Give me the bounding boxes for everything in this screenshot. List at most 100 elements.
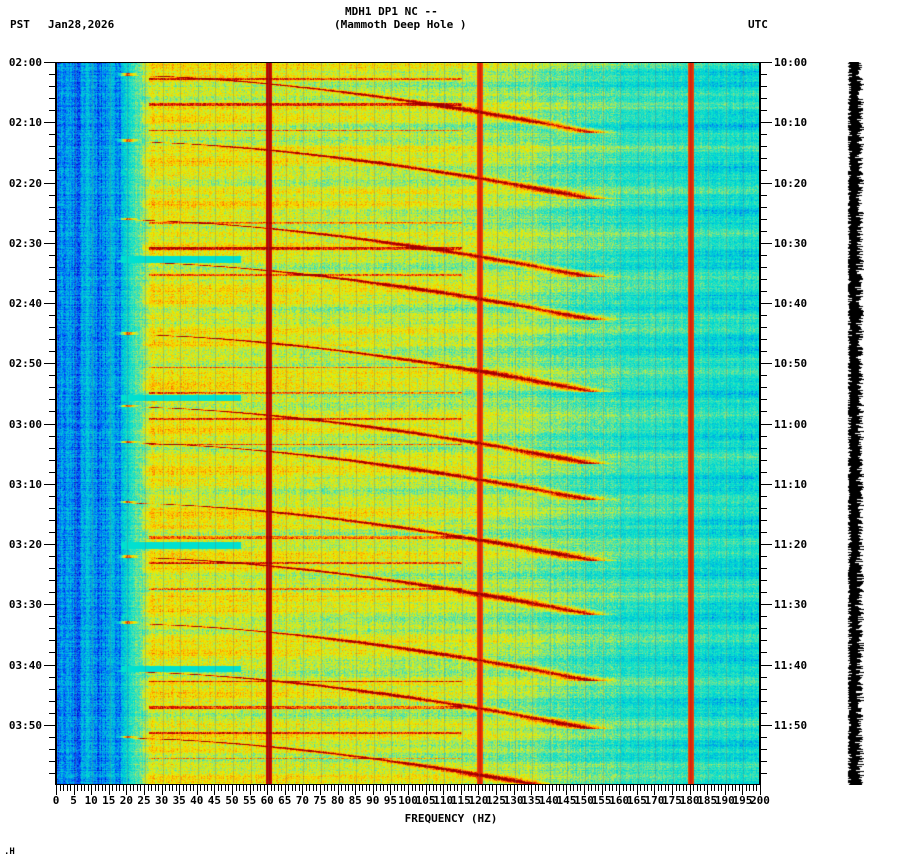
- axis-tick-minor: [306, 785, 307, 791]
- axis-tick-minor: [67, 785, 68, 791]
- axis-tick-minor: [193, 785, 194, 791]
- axis-tick-major: [44, 483, 56, 485]
- axis-tick-major: [44, 62, 56, 63]
- axis-tick-minor: [626, 785, 627, 791]
- tick-label-pst: 02:30: [8, 236, 42, 250]
- axis-tick-minor: [690, 785, 691, 795]
- axis-tick-minor: [528, 785, 529, 791]
- axis-tick-minor: [760, 519, 767, 521]
- tick-label-frequency: 35: [172, 794, 186, 807]
- x-axis-title: FREQUENCY (HZ): [404, 812, 498, 825]
- tick-label-frequency: 175: [662, 794, 682, 807]
- tick-label-frequency: 145: [556, 794, 577, 807]
- axis-tick-minor: [211, 785, 212, 791]
- axis-tick-minor: [471, 785, 472, 791]
- axis-tick-minor: [570, 785, 571, 791]
- tick-label-frequency: 25: [137, 794, 151, 807]
- axis-tick-minor: [49, 519, 56, 521]
- axis-tick-minor: [49, 712, 56, 714]
- axis-tick-minor: [320, 785, 321, 795]
- axis-tick-minor: [489, 785, 490, 791]
- tick-label-frequency: 140: [538, 794, 559, 807]
- axis-tick-minor: [102, 785, 103, 791]
- axis-tick-minor: [359, 785, 360, 791]
- axis-tick-minor: [236, 785, 237, 791]
- axis-tick-minor: [179, 785, 180, 795]
- tick-label-utc: 11:50: [774, 718, 808, 732]
- axis-tick-minor: [49, 531, 56, 533]
- axis-tick-minor: [49, 568, 56, 570]
- axis-tick-minor: [155, 785, 156, 791]
- axis-tick-minor: [760, 86, 767, 88]
- axis-tick-minor: [573, 785, 574, 791]
- axis-tick-minor: [753, 785, 754, 791]
- axis-tick-minor: [49, 700, 56, 702]
- tick-label-frequency: 200: [750, 794, 770, 807]
- axis-spine: [760, 62, 761, 785]
- axis-tick-minor: [433, 785, 434, 791]
- axis-tick-minor: [468, 785, 469, 791]
- axis-tick-minor: [130, 785, 131, 791]
- axis-tick-minor: [338, 785, 339, 795]
- axis-tick-minor: [605, 785, 606, 791]
- tick-label-pst: 02:10: [8, 116, 42, 130]
- axis-tick-minor: [760, 772, 767, 774]
- axis-tick-minor: [443, 785, 444, 795]
- axis-tick-minor: [394, 785, 395, 791]
- axis-tick-minor: [183, 785, 184, 791]
- tick-label-frequency: 160: [609, 794, 630, 807]
- axis-tick-minor: [285, 785, 286, 795]
- axis-tick-minor: [158, 785, 159, 791]
- axis-tick-minor: [49, 556, 56, 558]
- tick-label-pst: 02:00: [8, 56, 42, 69]
- axis-tick-minor: [112, 785, 113, 791]
- axis-tick-minor: [49, 435, 56, 437]
- axis-tick-minor: [292, 785, 293, 791]
- tick-label-frequency: 20: [119, 794, 134, 807]
- axis-tick-minor: [514, 785, 515, 795]
- axis-tick-minor: [119, 785, 120, 791]
- axis-tick-minor: [760, 495, 767, 497]
- tick-label-frequency: 90: [366, 794, 380, 807]
- axis-tick-minor: [341, 785, 342, 791]
- axis-tick-major: [760, 62, 772, 63]
- axis-tick-minor: [739, 785, 740, 791]
- tick-label-utc: 10:50: [774, 357, 808, 371]
- axis-tick-minor: [299, 785, 300, 791]
- tick-label-frequency: 190: [714, 794, 735, 807]
- axis-tick-minor: [355, 785, 356, 795]
- tick-label-frequency: 30: [154, 794, 169, 807]
- axis-tick-minor: [324, 785, 325, 791]
- axis-tick-minor: [81, 785, 82, 791]
- tick-label-frequency: 15: [102, 794, 116, 807]
- spectrogram-canvas: [57, 63, 759, 784]
- axis-tick-minor: [496, 785, 497, 795]
- tick-label-frequency: 55: [242, 794, 257, 807]
- axis-tick-minor: [760, 748, 767, 750]
- axis-tick-minor: [49, 616, 56, 618]
- axis-tick-minor: [672, 785, 673, 795]
- tick-label-frequency: 0: [52, 794, 60, 807]
- tick-label-frequency: 75: [313, 794, 327, 807]
- axis-tick-minor: [49, 254, 56, 256]
- axis-tick-minor: [49, 628, 56, 630]
- tick-label-pst: 03:20: [8, 538, 42, 551]
- axis-tick-major: [760, 724, 772, 726]
- axis-tick-major: [44, 363, 56, 365]
- tick-label-frequency: 185: [697, 794, 718, 807]
- axis-spine: [55, 62, 56, 785]
- axis-tick-minor: [492, 785, 493, 791]
- axis-tick-minor: [760, 760, 767, 762]
- tick-label-frequency: 150: [574, 794, 594, 807]
- axis-tick-minor: [91, 785, 92, 795]
- axis-tick-major: [44, 544, 56, 545]
- axis-tick-major: [760, 182, 772, 184]
- axis-tick-minor: [331, 785, 332, 791]
- axis-tick-minor: [246, 785, 247, 791]
- axis-tick-major: [44, 182, 56, 184]
- axis-tick-minor: [693, 785, 694, 791]
- axis-tick-minor: [49, 194, 56, 196]
- tick-label-frequency: 85: [348, 794, 362, 807]
- axis-tick-minor: [640, 785, 641, 791]
- axis-tick-minor: [49, 399, 56, 401]
